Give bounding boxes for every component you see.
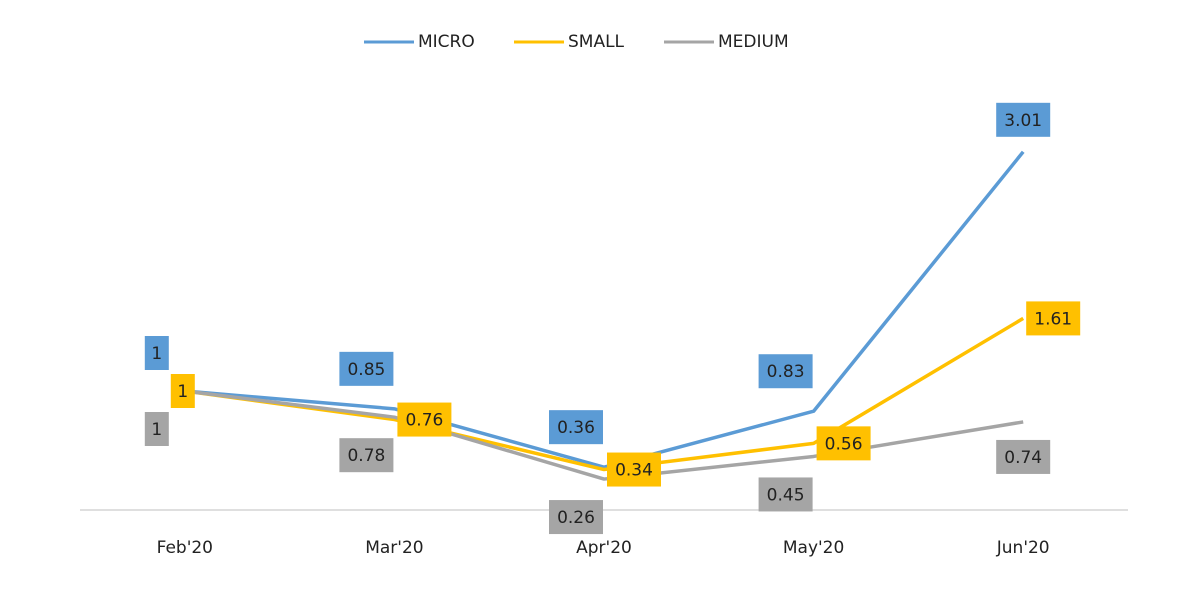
data-label: 1	[170, 374, 195, 408]
data-label-text: 0.56	[825, 434, 863, 454]
data-label-box	[397, 402, 452, 437]
data-label: 0.83	[758, 354, 813, 389]
data-label: 0.85	[339, 351, 394, 386]
data-label-box	[549, 500, 603, 535]
data-label-text: 0.85	[347, 360, 385, 380]
data-label-text: 0.26	[557, 508, 595, 528]
data-label-box	[758, 477, 813, 512]
data-label: 0.26	[549, 500, 603, 535]
data-label-box	[339, 438, 394, 473]
data-label: 0.76	[397, 402, 452, 437]
series-line	[184, 150, 1025, 469]
data-label-box	[996, 439, 1051, 474]
data-label-box	[339, 351, 394, 386]
data-label: 0.34	[607, 452, 661, 487]
data-label: 1.61	[1026, 301, 1081, 336]
data-label-text: 0.45	[767, 485, 805, 505]
data-label-text: 1	[177, 382, 188, 402]
data-label-text: 0.74	[1004, 448, 1042, 468]
data-label-box	[170, 374, 195, 408]
data-label: 1	[144, 412, 169, 446]
data-label-text: 0.34	[615, 461, 653, 481]
data-label-text: 1.61	[1034, 309, 1072, 329]
legend-label: SMALL	[568, 32, 625, 52]
x-tick-label: Feb'20	[157, 538, 213, 558]
series-line	[184, 389, 1024, 481]
data-label: 0.36	[549, 410, 603, 445]
data-label: 3.01	[996, 102, 1051, 137]
data-label-box	[144, 336, 169, 370]
data-label-box	[758, 354, 813, 389]
x-tick-label: Jun'20	[996, 538, 1050, 558]
data-label-text: 3.01	[1004, 111, 1042, 131]
data-label-text: 1	[151, 420, 162, 440]
data-label: 0.78	[339, 438, 394, 473]
data-label-box	[144, 412, 169, 446]
x-tick-label: Mar'20	[365, 538, 423, 558]
legend-label: MICRO	[418, 32, 475, 52]
legend-label: MEDIUM	[718, 32, 789, 52]
data-label-box	[996, 102, 1051, 137]
x-tick-label: May'20	[783, 538, 844, 558]
data-label-box	[549, 410, 603, 445]
data-label-text: 0.78	[347, 446, 385, 466]
data-label: 1	[144, 336, 169, 370]
data-label-text: 0.36	[557, 418, 595, 438]
data-label: 0.56	[816, 426, 871, 461]
data-label: 0.74	[996, 439, 1051, 474]
data-label-box	[607, 452, 661, 487]
data-label: 0.45	[758, 477, 813, 512]
data-label-text: 0.76	[405, 411, 443, 431]
x-tick-label: Apr'20	[576, 538, 632, 558]
data-label-text: 1	[151, 344, 162, 364]
data-label-box	[816, 426, 871, 461]
data-label-text: 0.83	[767, 362, 805, 382]
series-line	[184, 316, 1025, 472]
data-label-box	[1026, 301, 1081, 336]
